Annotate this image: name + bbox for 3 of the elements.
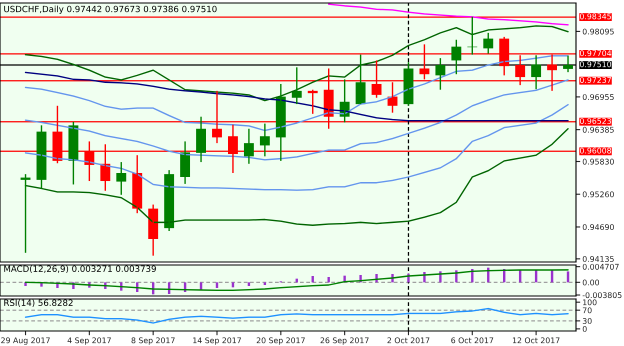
chart-title: USDCHF,Daily 0.97442 0.97673 0.97386 0.97510 bbox=[4, 6, 217, 14]
chart-title: MACD(12,26,9) 0.003271 0.003739 bbox=[4, 265, 156, 273]
chart-title: RSI(14) 56.8282 bbox=[4, 299, 73, 307]
